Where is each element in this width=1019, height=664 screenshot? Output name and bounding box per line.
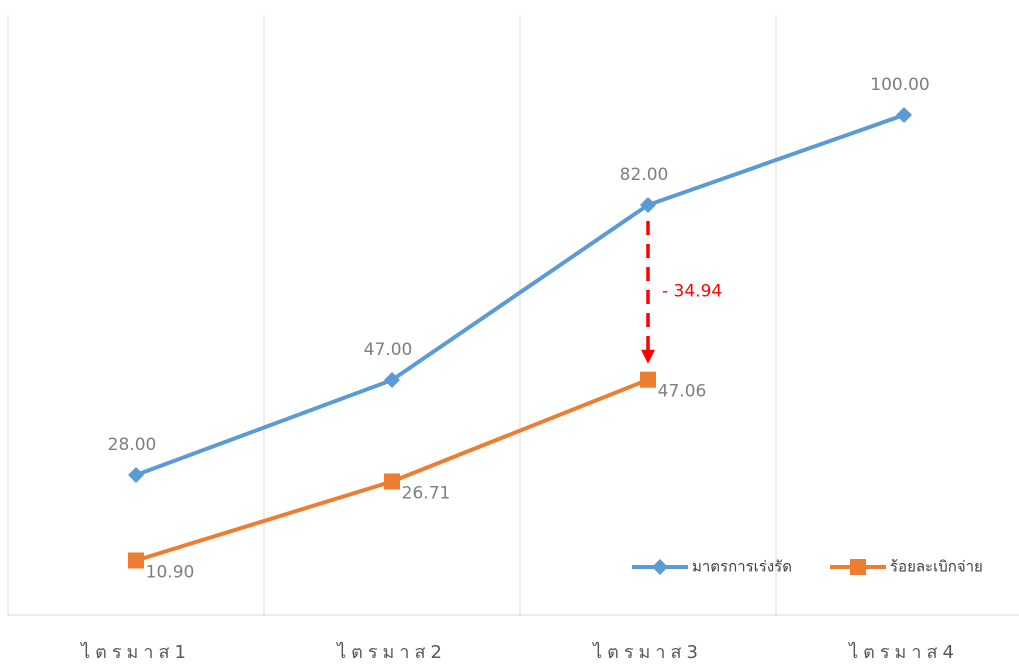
data-label: 47.06 (658, 382, 707, 402)
data-point (384, 372, 400, 388)
data-label: 28.00 (108, 435, 157, 455)
legend-label: ร้อยละเบิกจ่าย (890, 558, 983, 576)
annotation: - 34.94 (662, 281, 722, 301)
series-line (135, 113, 905, 477)
x-tick-label: ไตรมาส2 (335, 641, 447, 663)
data-point (640, 197, 656, 213)
data-point (384, 473, 400, 490)
arrow-head (641, 349, 655, 364)
x-tick-label: ไตรมาส3 (591, 641, 703, 663)
data-point (128, 552, 144, 569)
data-label: 26.71 (402, 483, 451, 503)
data-point (896, 107, 912, 123)
legend-marker (652, 559, 668, 575)
data-point (640, 371, 656, 388)
x-tick-label: ไตรมาส4 (847, 641, 959, 663)
data-point (128, 467, 144, 483)
data-label: 100.00 (870, 75, 929, 95)
legend-marker (850, 559, 866, 575)
data-label: 47.00 (364, 340, 413, 360)
legend-label: มาตรการเร่งรัด (692, 558, 792, 576)
data-label: 10.90 (146, 563, 195, 583)
series-line (135, 377, 649, 563)
data-label: 82.00 (620, 165, 669, 185)
x-tick-label: ไตรมาส1 (79, 641, 191, 663)
